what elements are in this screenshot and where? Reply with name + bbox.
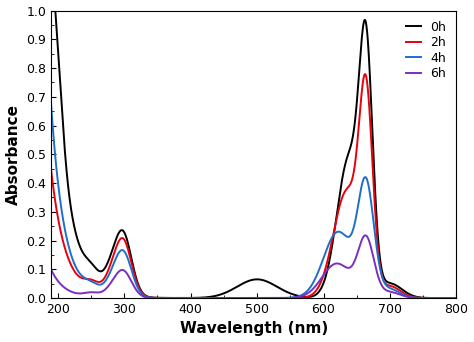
4h: [48, 101, 54, 105]
2h: [221, 296, 227, 300]
X-axis label: Wavelength (nm): Wavelength (nm): [180, 321, 328, 337]
Legend: 0h, 2h, 4h, 6h: 0h, 2h, 4h, 6h: [402, 17, 450, 84]
2h: [446, 296, 451, 300]
2h: [94, 280, 100, 284]
4h: [446, 296, 451, 300]
2h: [362, 72, 368, 76]
6h: [402, 294, 408, 298]
Line: 0h: 0h: [51, 11, 456, 298]
6h: [221, 296, 227, 300]
6h: [118, 268, 124, 272]
2h: [454, 296, 459, 300]
2h: [118, 236, 124, 240]
0h: [402, 289, 408, 293]
Line: 4h: 4h: [51, 103, 456, 298]
0h: [446, 296, 451, 300]
Y-axis label: Absorbance: Absorbance: [6, 104, 20, 205]
6h: [94, 290, 100, 294]
0h: [221, 291, 227, 295]
0h: [48, 9, 54, 13]
2h: [48, 167, 54, 171]
Line: 2h: 2h: [51, 74, 456, 298]
2h: [204, 296, 210, 300]
4h: [454, 296, 459, 300]
6h: [446, 296, 451, 300]
0h: [94, 267, 100, 272]
0h: [204, 295, 210, 299]
6h: [454, 296, 459, 300]
6h: [204, 296, 210, 300]
6h: [48, 267, 54, 271]
0h: [118, 228, 124, 232]
4h: [118, 248, 124, 252]
4h: [94, 282, 100, 286]
4h: [402, 293, 408, 297]
0h: [454, 296, 459, 300]
4h: [221, 296, 227, 300]
6h: [363, 233, 368, 237]
4h: [204, 296, 210, 300]
2h: [402, 292, 408, 296]
Line: 6h: 6h: [51, 235, 456, 298]
